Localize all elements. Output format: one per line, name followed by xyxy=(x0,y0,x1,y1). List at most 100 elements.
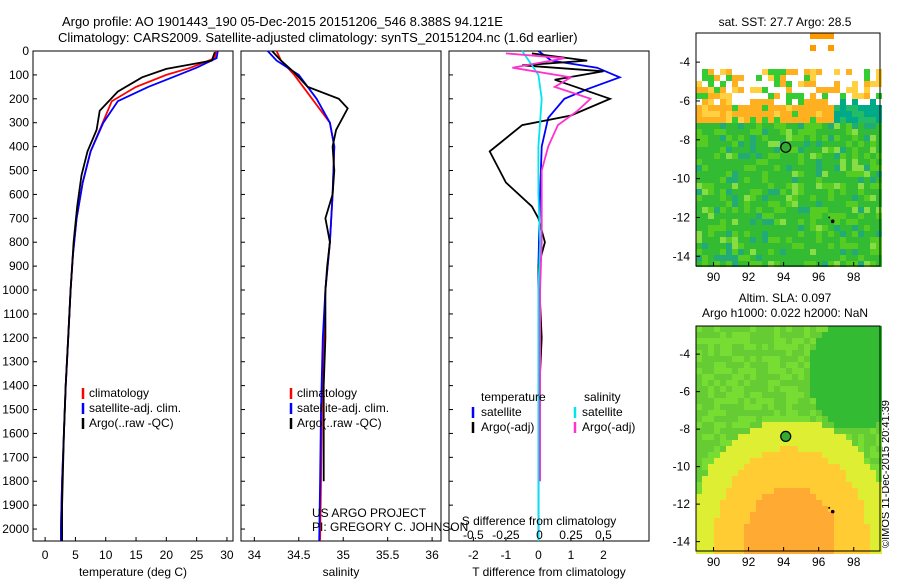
map-frame xyxy=(695,325,881,552)
top-tick-label: 0.5 xyxy=(595,528,612,542)
x-tick-label: 1 xyxy=(568,548,575,562)
y-tick-label: 1600 xyxy=(2,426,29,440)
float-track-point xyxy=(828,506,831,509)
y-tick-label: -12 xyxy=(673,210,691,224)
sla-map-title: Altim. SLA: 0.097 xyxy=(739,291,832,305)
float-track-point xyxy=(830,219,835,224)
x-tick-label: -2 xyxy=(468,548,479,562)
x-tick-label: 90 xyxy=(707,555,721,569)
x-tick-label: 98 xyxy=(847,270,861,284)
y-tick-label: 1900 xyxy=(2,498,29,512)
y-tick-label: -8 xyxy=(679,133,690,147)
x-tick-label: 96 xyxy=(812,270,826,284)
x-tick-label: 96 xyxy=(812,555,826,569)
plot-frame xyxy=(448,50,650,542)
x-tick-label: 92 xyxy=(742,270,756,284)
legend-item: satellite xyxy=(582,405,623,419)
y-tick-label: 1800 xyxy=(2,474,29,488)
series-line-satellite-adj-clim- xyxy=(60,50,219,541)
legend-item: Argo(-adj) xyxy=(582,420,635,434)
legend-item: Argo(..raw -QC) xyxy=(89,416,174,430)
legend-heading-temperature: temperature xyxy=(481,390,546,404)
plot-frame xyxy=(32,50,234,542)
x-tick-label: -1 xyxy=(501,548,512,562)
legend-item: Argo(-adj) xyxy=(481,420,534,434)
y-tick-label: 200 xyxy=(9,92,29,106)
series-line-climatology xyxy=(60,50,217,541)
series-line-argo-raw-qc- xyxy=(61,51,216,541)
x-tick-label: 15 xyxy=(129,548,143,562)
sst-map-field xyxy=(696,33,882,267)
x-tick-label: 34 xyxy=(248,548,262,562)
top-tick-label: 0.25 xyxy=(559,528,583,542)
legend-item: satellite-adj. clim. xyxy=(89,401,181,415)
legend-item: satellite xyxy=(481,405,522,419)
x-tick-label: 94 xyxy=(777,270,791,284)
x-axis-label: T difference from climatology xyxy=(472,565,626,579)
profile-location-marker xyxy=(780,430,792,442)
legend-heading-salinity: salinity xyxy=(584,390,621,404)
y-tick-label: -4 xyxy=(679,55,690,69)
y-tick-label: -6 xyxy=(679,385,690,399)
x-tick-label: 92 xyxy=(742,555,756,569)
y-tick-label: 1100 xyxy=(3,307,29,321)
y-tick-label: 100 xyxy=(9,68,29,82)
series-line-argo-raw-qc- xyxy=(271,50,349,482)
y-tick-label: 900 xyxy=(9,259,29,273)
legend-item: satellite-adj. clim. xyxy=(297,401,389,415)
header-line-2: Climatology: CARS2009. Satellite-adjuste… xyxy=(58,30,578,45)
x-tick-label: 98 xyxy=(847,555,861,569)
y-tick-label: 800 xyxy=(9,235,29,249)
y-tick-label: 0 xyxy=(22,44,29,58)
x-tick-label: 5 xyxy=(72,548,79,562)
y-tick-label: 1000 xyxy=(2,283,29,297)
sla-map-panel: Altim. SLA: 0.097 Argo h1000: 0.022 h200… xyxy=(673,291,882,569)
x-axis-label: salinity xyxy=(323,565,360,579)
imos-timestamp-label: ©IMOS 11-Dec-2015 20:41:39 xyxy=(880,400,892,548)
y-tick-label: 1700 xyxy=(2,450,29,464)
y-tick-label: -14 xyxy=(673,249,691,263)
x-tick-label: 35 xyxy=(337,548,351,562)
y-tick-label: 600 xyxy=(9,187,29,201)
y-tick-label: 700 xyxy=(9,211,29,225)
pi-annotation: PI: GREGORY C. JOHNSON xyxy=(312,520,468,534)
x-tick-label: 35.5 xyxy=(376,548,400,562)
float-track-point xyxy=(828,216,831,219)
x-tick-label: 10 xyxy=(99,548,113,562)
x-tick-label: 90 xyxy=(707,270,721,284)
x-tick-label: 36 xyxy=(425,548,439,562)
y-tick-label: 300 xyxy=(9,116,29,130)
x-axis-label: temperature (deg C) xyxy=(79,565,187,579)
top-axis-label: S difference from climatology xyxy=(462,514,617,528)
top-tick-label: -0.25 xyxy=(492,528,520,542)
y-tick-label: -6 xyxy=(679,94,690,108)
temperature-profile-panel: 0 5 10 15 20 25 30 temperature (deg C) 0 100 200 30… xyxy=(2,44,234,579)
series-line-argo-adj- xyxy=(505,52,593,482)
x-tick-label: 30 xyxy=(220,548,234,562)
y-tick-label: -10 xyxy=(673,460,691,474)
sla-map-subtitle: Argo h1000: 0.022 h2000: NaN xyxy=(702,306,868,320)
x-tick-label: 0 xyxy=(535,548,542,562)
y-tick-label: 1300 xyxy=(2,355,29,369)
x-tick-label: 34.5 xyxy=(287,548,311,562)
difference-profile-panel: -2 -1 0 1 2 T difference from climatology temp… xyxy=(448,50,650,579)
y-tick-label: -10 xyxy=(673,172,691,186)
x-tick-label: 94 xyxy=(777,555,791,569)
legend-item: climatology xyxy=(297,386,357,400)
salinity-profile-panel: 34 34.5 35 35.5 36 salinity climatologysatelli… xyxy=(240,50,468,579)
legend-item: climatology xyxy=(89,386,149,400)
series-line-satellite xyxy=(521,50,543,541)
y-tick-label: 400 xyxy=(9,140,29,154)
x-tick-label: 0 xyxy=(42,548,49,562)
y-tick-label: 2000 xyxy=(2,522,29,536)
x-tick-label: 2 xyxy=(600,548,607,562)
profile-location-marker xyxy=(780,141,792,153)
float-track-point xyxy=(830,509,835,514)
legend-item: Argo(..raw -QC) xyxy=(297,416,382,430)
y-tick-label: 1200 xyxy=(2,331,29,345)
header-line-1: Argo profile: AO 1901443_190 05-Dec-2015… xyxy=(62,14,503,29)
x-tick-label: 25 xyxy=(190,548,204,562)
y-tick-label: -4 xyxy=(679,347,690,361)
series-line-satellite xyxy=(537,50,623,541)
sst-map-title: sat. SST: 27.7 Argo: 28.5 xyxy=(719,15,852,29)
